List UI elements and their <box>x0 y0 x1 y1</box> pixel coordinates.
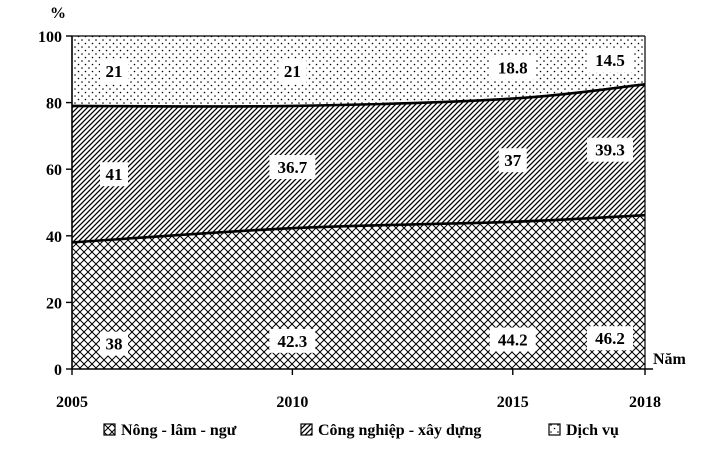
area-nong-lam-ngu <box>72 215 645 369</box>
data-label-bg <box>269 328 316 353</box>
data-labels: 38 42.3 44.2 46.2 41 36.7 37 39.3 21 21 18.8 14.5 <box>100 48 633 356</box>
y-tick-label: 40 <box>46 229 62 246</box>
data-label-bg <box>587 48 633 73</box>
data-label-bg <box>498 148 527 173</box>
data-label-cong-nghiep-xay-dung: 41 <box>106 165 123 184</box>
area-cong-nghiep-xay-dung <box>72 84 645 243</box>
legend-swatch-cong-nghiep-xay-dung <box>300 423 313 436</box>
boundary-line-nong-lam-ngu <box>71 213 646 244</box>
area-dich-vu <box>72 36 645 107</box>
legend-label-dich-vu: Dịch vụ <box>566 422 619 439</box>
legend: Nông - lâm - ngư Công nghiệp - xây dựng Dị… <box>103 422 619 439</box>
data-label-bg <box>489 55 536 80</box>
data-label-dich-vu: 21 <box>284 62 301 81</box>
data-label-bg <box>489 327 536 352</box>
data-label-bg <box>587 326 633 351</box>
data-label-bg <box>278 58 307 83</box>
x-unit-label: Năm <box>653 351 687 368</box>
data-label-nong-lam-ngu: 46.2 <box>595 329 625 348</box>
y-tick-label: 80 <box>46 96 62 113</box>
y-tick-label: 0 <box>54 362 62 379</box>
y-tick-label: 100 <box>38 29 62 46</box>
area-layers <box>72 36 645 369</box>
data-label-bg <box>269 155 316 180</box>
data-label-cong-nghiep-xay-dung: 37 <box>504 151 522 170</box>
data-label-dich-vu: 14.5 <box>595 51 625 70</box>
y-unit-label: % <box>50 5 66 22</box>
data-label-nong-lam-ngu: 44.2 <box>498 331 528 350</box>
data-label-bg <box>587 137 633 162</box>
data-label-dich-vu: 18.8 <box>498 58 528 77</box>
boundary-lines <box>71 82 646 244</box>
legend-label-nong-lam-ngu: Nông - lâm - ngư <box>121 422 237 439</box>
data-label-bg <box>100 331 128 356</box>
x-tick-label: 2018 <box>629 394 661 411</box>
legend-swatch-dich-vu <box>548 423 561 436</box>
boundary-line-cong-nghiep-xay-dung <box>71 82 646 108</box>
data-label-nong-lam-ngu: 38 <box>106 335 123 354</box>
data-label-cong-nghiep-xay-dung: 39.3 <box>595 141 625 160</box>
axes: 0 20 40 60 80 100 2005 2010 2015 2018% Năm <box>38 5 687 411</box>
legend-label-cong-nghiep-xay-dung: Công nghiệp - xây dựng <box>318 422 481 439</box>
x-tick-label: 2015 <box>497 394 529 411</box>
data-label-bg <box>100 58 128 83</box>
data-label-nong-lam-ngu: 42.3 <box>278 332 308 351</box>
y-tick-label: 20 <box>46 295 62 312</box>
legend-swatch-nong-lam-ngu <box>103 423 116 436</box>
data-label-dich-vu: 21 <box>106 62 123 81</box>
x-tick-label: 2010 <box>276 394 308 411</box>
data-label-cong-nghiep-xay-dung: 36.7 <box>278 158 308 177</box>
x-tick-label: 2005 <box>56 394 88 411</box>
data-label-bg <box>100 162 128 187</box>
y-tick-label: 60 <box>46 162 62 179</box>
